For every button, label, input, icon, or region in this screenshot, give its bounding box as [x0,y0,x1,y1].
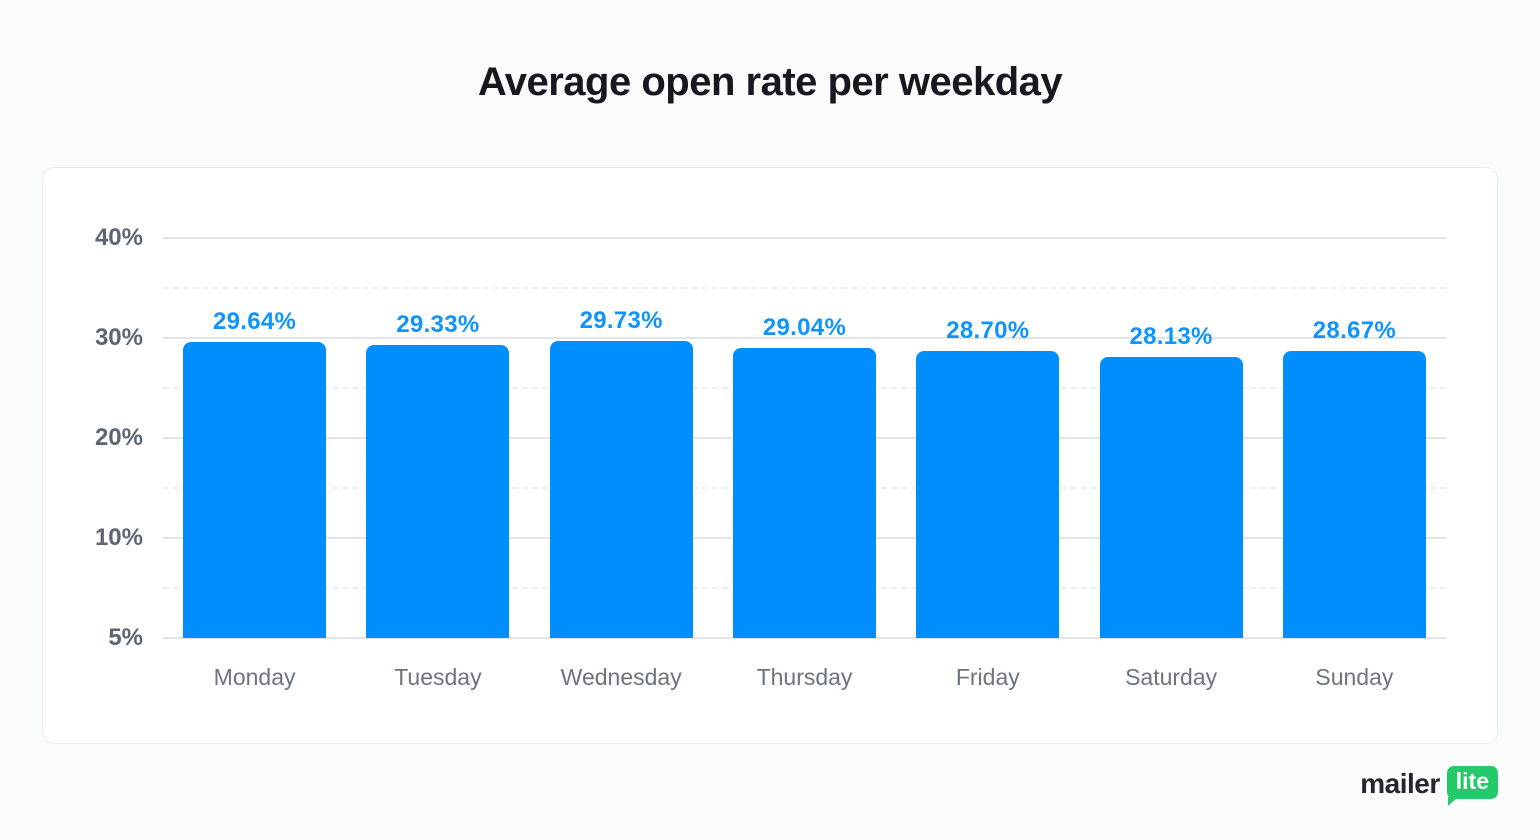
mailerlite-logo: mailer lite [1360,766,1498,806]
x-axis-label: Saturday [1125,664,1218,690]
x-axis-label: Monday [213,664,296,690]
bar-value-label: 29.33% [396,310,480,338]
y-axis-tick-label: 40% [94,224,143,251]
y-axis-tick-label: 10% [94,524,143,551]
logo-lite-badge: lite [1446,766,1498,806]
y-axis-tick-label: 20% [94,424,143,451]
bar-value-label: 28.13% [1129,322,1213,350]
x-axis-label: Wednesday [560,664,682,690]
bar-wednesday [549,340,693,638]
y-axis-tick-label: 30% [94,324,143,351]
x-axis-label: Sunday [1315,664,1394,690]
bar-value-label: 28.70% [946,317,1030,344]
logo-brand-text: mailer [1360,768,1440,799]
bar-monday [183,341,327,638]
gridline-major [163,237,1446,239]
chart-card: 40% 30% 20% 10% 5% 29.64% Monday 29.33% Tuesday 2… [42,167,1498,744]
bar-tuesday [366,344,510,638]
bar-value-label: 29.73% [579,306,663,334]
gridline-major [163,337,1446,339]
bar-saturday [1099,356,1243,638]
bar-friday [916,351,1060,638]
page-title: Average open rate per weekday [477,60,1063,104]
bar-value-label: 29.64% [212,307,297,335]
bar-value-label: 29.04% [762,313,847,341]
plot-area: 40% 30% 20% 10% 5% 29.64% Monday 29.33% Tuesday 2… [43,168,1497,743]
y-axis-tick-label: 5% [108,624,143,651]
bar-thursday [733,347,876,638]
gridline-minor [163,287,1446,289]
x-axis-label: Tuesday [394,664,482,690]
x-axis-label: Friday [955,664,1020,690]
gridline-major [163,637,1446,639]
bar-sunday [1282,351,1426,638]
bar-value-label: 28.67% [1312,317,1396,345]
x-axis-label: Thursday [756,664,853,690]
